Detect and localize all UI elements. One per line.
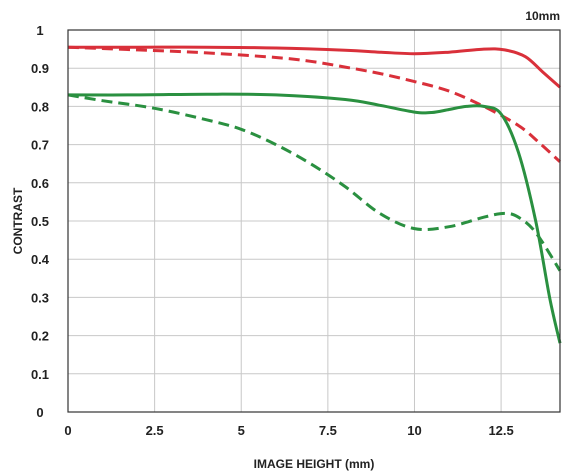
grid [68,30,560,412]
x-tick-label: 5 [238,423,245,438]
x-tick-label: 2.5 [146,423,164,438]
y-tick-label: 0.6 [31,176,49,191]
green-solid-line [67,92,562,344]
y-tick-label: 1 [36,23,43,38]
series-layer [67,45,562,344]
x-axis-label: IMAGE HEIGHT (mm) [254,457,375,471]
focal-length-label: 10mm [525,9,560,23]
y-tick-label: 0.7 [31,138,49,153]
y-tick-label: 0.2 [31,329,49,344]
x-tick-label: 12.5 [488,423,513,438]
red-solid-line [68,45,561,89]
x-tick-labels: 0 2.5 5 7.5 10 12.5 [64,423,513,438]
y-tick-label: 0.9 [31,61,49,76]
y-tick-label: 0.4 [31,252,50,267]
red-dashed-line [67,45,562,163]
x-tick-label: 0 [64,423,71,438]
y-tick-label: 0.5 [31,214,49,229]
y-tick-labels: 0 0.1 0.2 0.3 0.4 0.5 0.6 0.7 0.8 0.9 1 [31,23,50,420]
x-tick-label: 10 [407,423,421,438]
y-tick-label: 0.8 [31,99,49,114]
y-tick-label: 0 [36,405,43,420]
green-dashed-line [67,93,562,272]
plot-frame [67,29,561,413]
y-axis-label: CONTRAST [11,187,25,254]
y-tick-label: 0.1 [31,367,49,382]
y-tick-label: 0.3 [31,290,49,305]
x-tick-label: 7.5 [319,423,337,438]
